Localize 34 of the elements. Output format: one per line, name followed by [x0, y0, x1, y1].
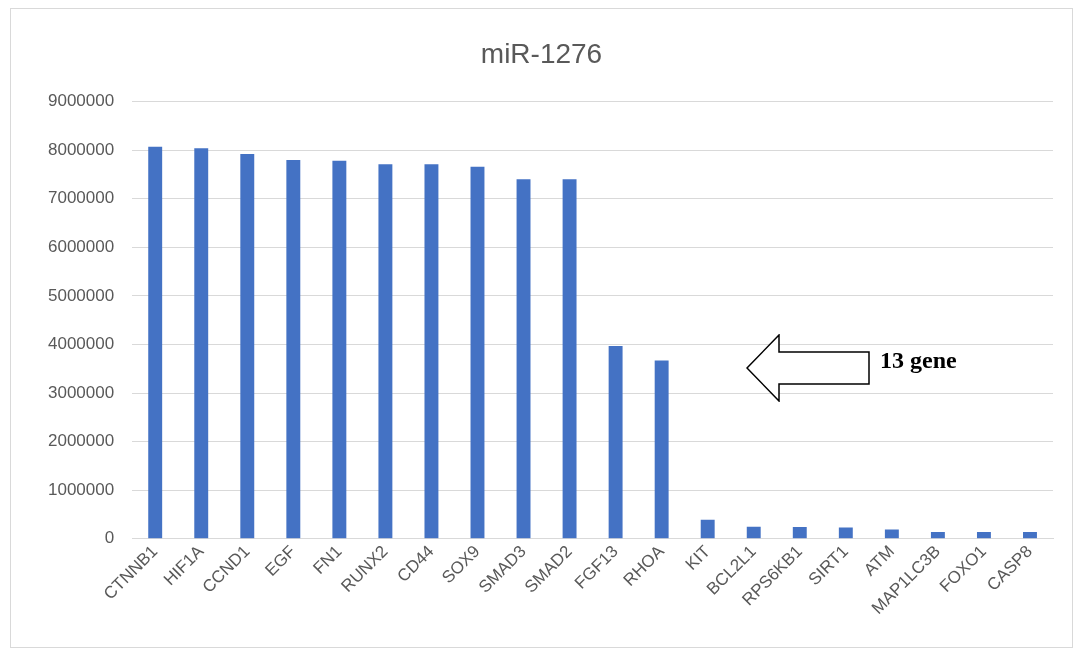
y-tick-label: 2000000 [47, 431, 115, 451]
y-tick-label: 1000000 [47, 479, 115, 499]
bar [976, 531, 991, 539]
y-tick-label: 4000000 [47, 334, 115, 354]
chart-title: miR-1276 [480, 37, 603, 69]
bar [516, 179, 531, 539]
y-tick-label: 8000000 [47, 139, 115, 159]
bar [332, 160, 347, 539]
bar [562, 179, 577, 539]
bar [700, 519, 715, 539]
bar [654, 360, 669, 539]
bar [838, 527, 853, 539]
bar [746, 526, 761, 539]
y-tick-label: 3000000 [47, 382, 115, 402]
bar [1023, 531, 1037, 539]
bar [884, 529, 899, 539]
bar [286, 159, 301, 539]
bar [424, 164, 439, 539]
bar [470, 166, 485, 539]
annotation: 13 gene [880, 347, 957, 374]
bar [194, 148, 209, 539]
y-tick-label: 7000000 [47, 188, 115, 208]
bar [148, 146, 163, 539]
y-tick-label: 0 [104, 528, 115, 548]
y-tick-label: 6000000 [47, 237, 115, 257]
bar [608, 345, 623, 539]
x-tick-label: KIT [681, 541, 714, 574]
bar [378, 164, 393, 539]
y-tick-label: 9000000 [47, 91, 115, 111]
bar [240, 154, 255, 539]
bar [930, 531, 945, 539]
x-tick-label: FN1 [309, 541, 346, 578]
bar [792, 527, 807, 539]
y-tick-label: 5000000 [47, 285, 115, 305]
